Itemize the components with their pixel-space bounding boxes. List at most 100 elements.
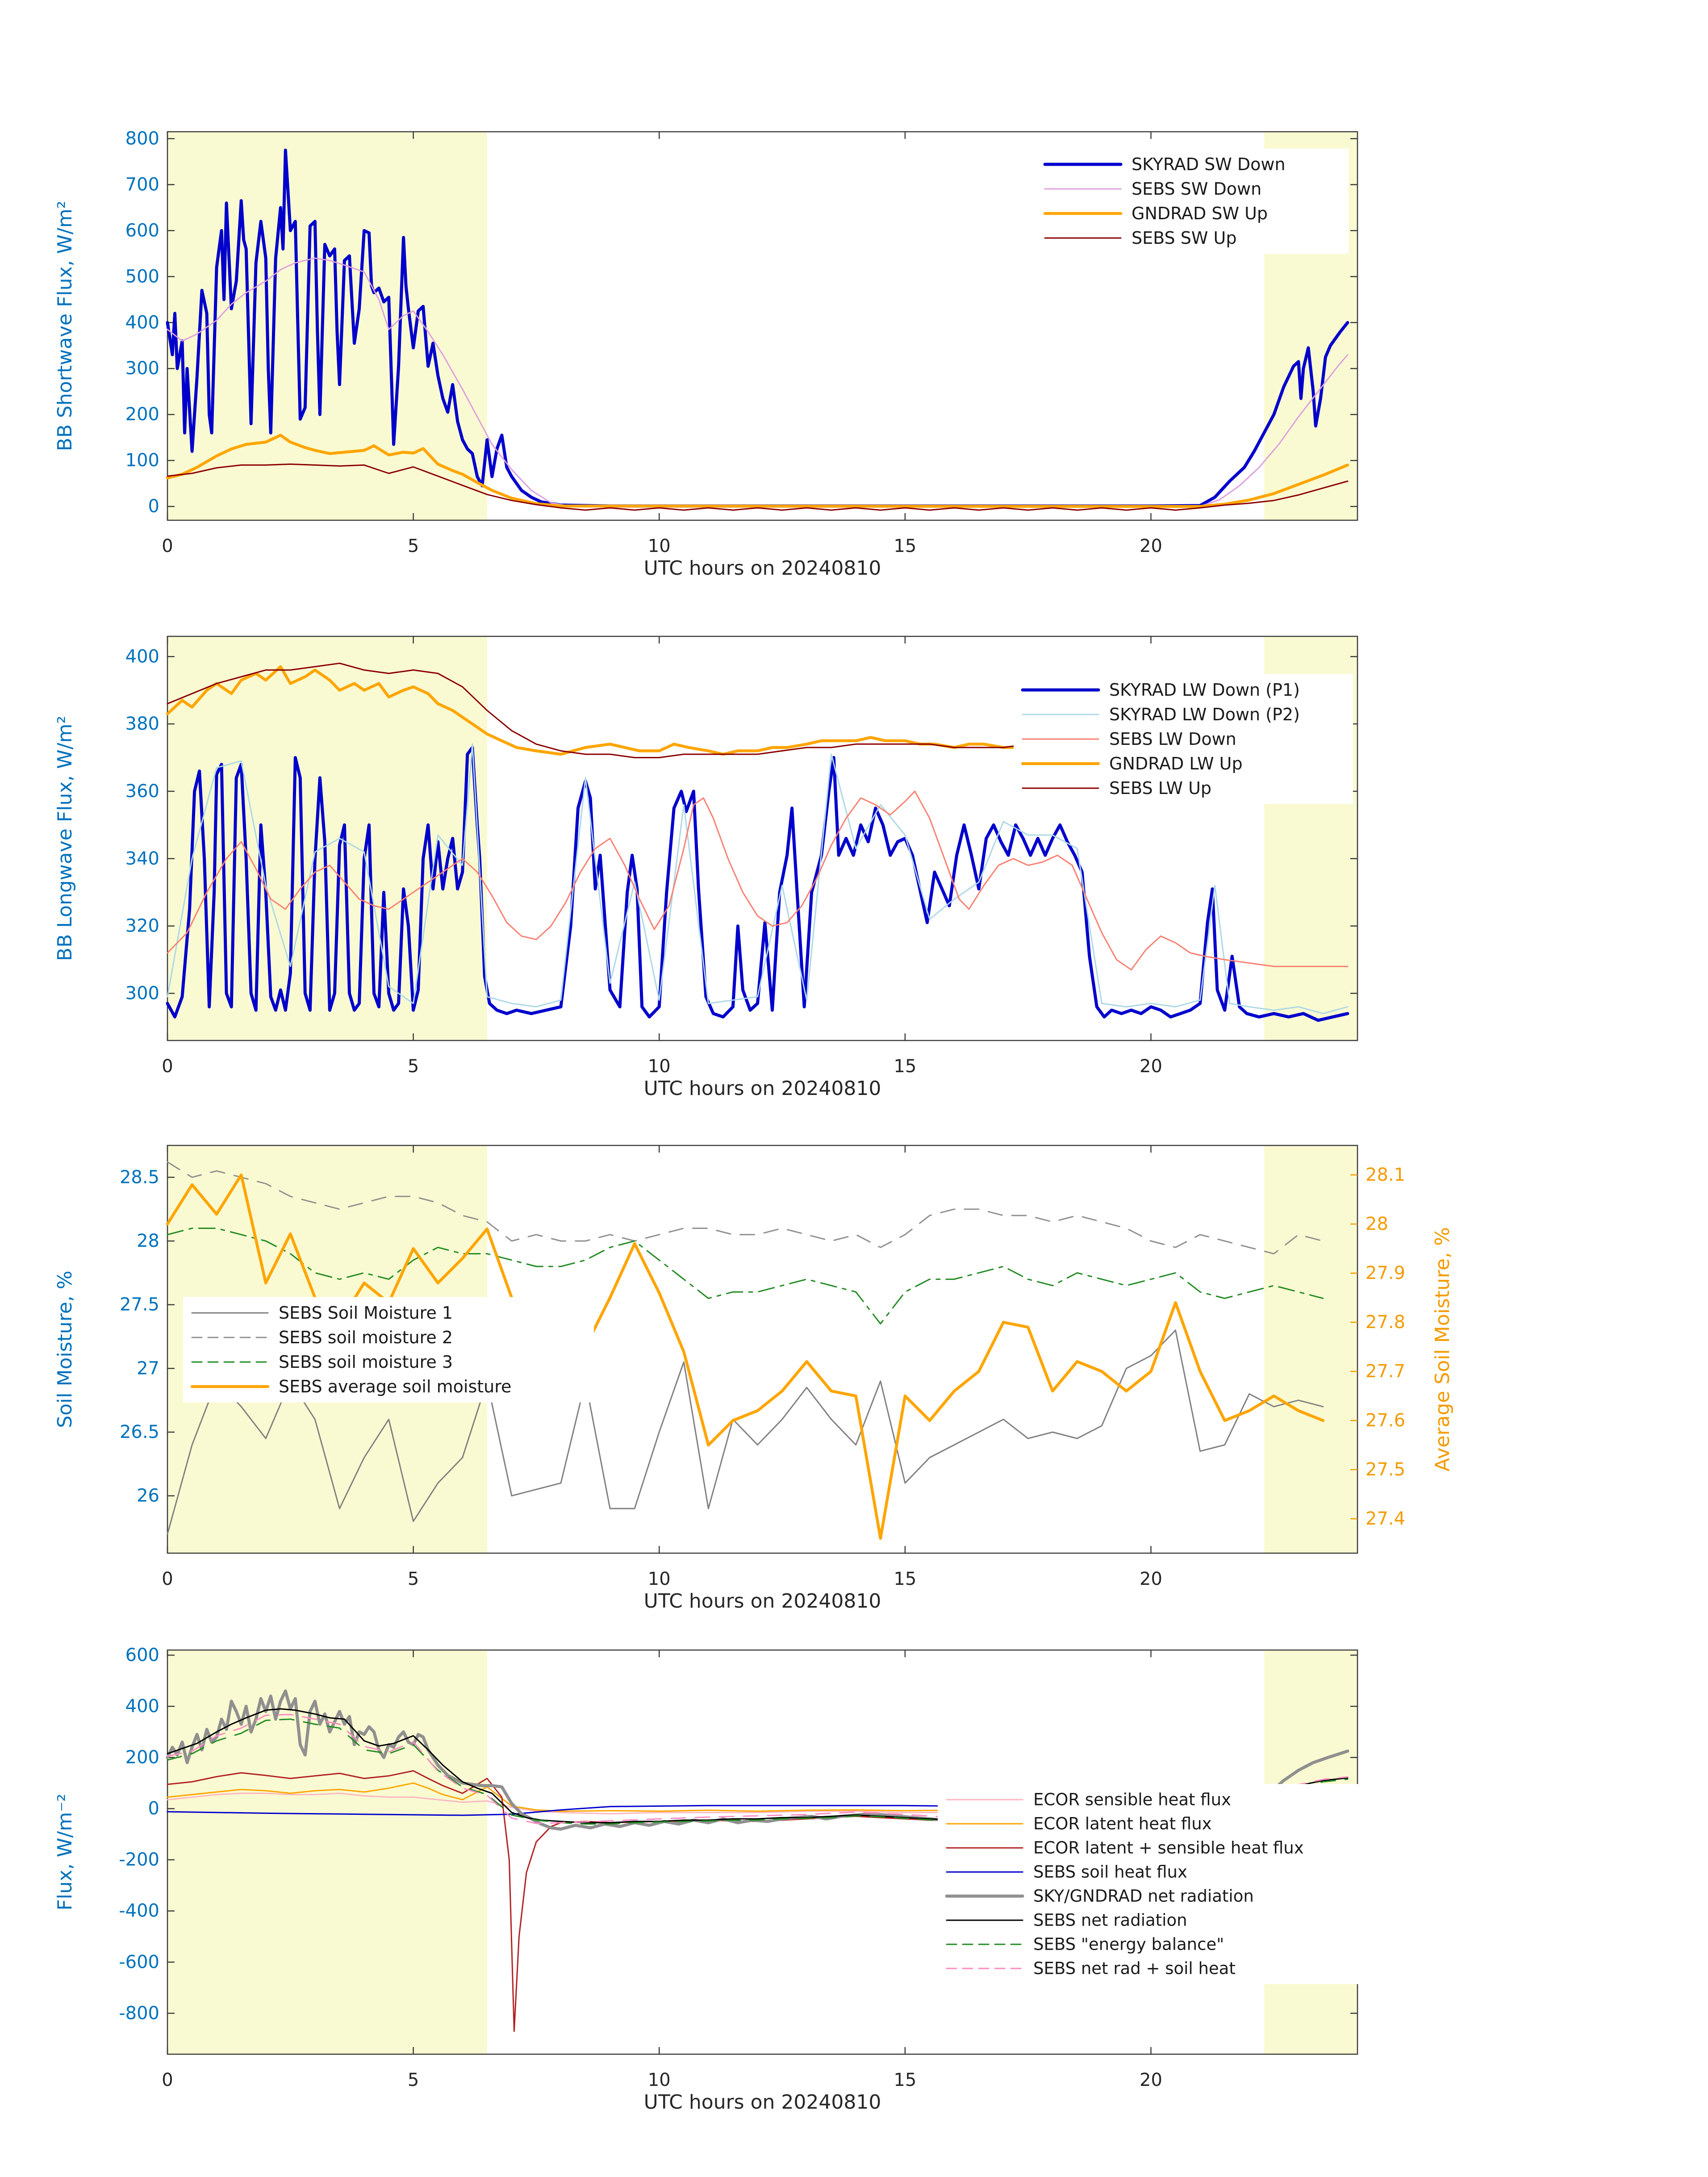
x-tick-label: 0	[162, 1569, 173, 1589]
legend-label-sebs-sw-up: SEBS SW Up	[1132, 228, 1236, 248]
y-tick-label: 700	[125, 174, 159, 195]
right-y-tick-label: 28	[1366, 1214, 1388, 1234]
x-tick-label: 5	[408, 2070, 419, 2090]
right-y-tick-label: 27.4	[1366, 1508, 1405, 1529]
right-y-tick-label: 27.8	[1366, 1312, 1405, 1333]
x-tick-label: 0	[162, 2070, 173, 2090]
plot-box	[167, 635, 1358, 1041]
series-sebs-average-soil-moisture	[166, 1173, 1325, 1540]
y-tick-label: 400	[125, 646, 159, 667]
x-tick-label: 5	[408, 1056, 419, 1077]
legend-label-sebs-energy-balance: SEBS "energy balance"	[1033, 1935, 1224, 1954]
series-sebs-soil-moisture-3	[167, 1228, 1324, 1325]
y-tick-label: 360	[125, 781, 159, 802]
legend-label-skyrad-lw-down-p2: SKYRAD LW Down (P2)	[1109, 705, 1300, 724]
y-tick-label: 26	[137, 1486, 159, 1506]
y-tick-label: 800	[125, 128, 159, 149]
daylight-band	[167, 1650, 487, 2054]
legend: ECOR sensible heat flux ECOR latent heat …	[938, 1784, 1398, 1984]
x-tick-label: 5	[408, 1569, 419, 1589]
y-tick-label: 100	[125, 450, 159, 471]
x-tick-label: 20	[1140, 536, 1162, 556]
y-tick-label: 28	[137, 1231, 159, 1251]
chart-bb-shortwave-flux: 0 100 200 300 400 500 600 700 800 0 5 10 15 20 UTC hou…	[54, 128, 1358, 580]
legend: SEBS Soil Moisture 1 SEBS soil moisture 2…	[183, 1297, 594, 1403]
x-tick-label: 20	[1140, 2070, 1162, 2090]
legend-label-gndrad-sw-up: GNDRAD SW Up	[1132, 204, 1268, 223]
y-tick-label: 400	[125, 312, 159, 333]
legend-label-ecor-latent-heat-flux: ECOR latent heat flux	[1033, 1814, 1212, 1834]
y-tick-label: 600	[125, 1645, 159, 1665]
y-tick-label: 400	[125, 1696, 159, 1717]
x-tick-label: 10	[648, 1056, 671, 1077]
x-tick-label: 10	[648, 2070, 671, 2090]
series-sebs-soil-moisture-2	[167, 1161, 1324, 1254]
series-skyrad-sw-down	[166, 148, 1349, 508]
x-axis-label: UTC hours on 20240810	[644, 557, 881, 580]
right-y-tick-label: 28.1	[1366, 1165, 1405, 1185]
x-tick-label: 0	[162, 536, 173, 556]
legend-label-skyrad-sw-down: SKYRAD SW Down	[1132, 155, 1286, 174]
legend-label-sky-gndrad-net-radiation: SKY/GNDRAD net radiation	[1033, 1887, 1254, 1906]
y-tick-label: 320	[125, 916, 159, 936]
legend-label-sebs-soil-moisture-1: SEBS Soil Moisture 1	[279, 1303, 453, 1323]
y-tick-label: 340	[125, 848, 159, 869]
series-sebs-sw-up	[167, 463, 1349, 511]
x-tick-label: 15	[894, 2070, 916, 2090]
right-y-tick-label: 27.7	[1366, 1361, 1405, 1382]
x-tick-label: 15	[894, 536, 916, 556]
y-tick-label: -600	[119, 1952, 159, 1972]
legend-label-sebs-net-rad-soil-heat: SEBS net rad + soil heat	[1033, 1959, 1236, 1978]
y-axis-label: Soil Moisture, %	[54, 1270, 76, 1428]
series-sebs-lw-down	[167, 790, 1349, 971]
series-sebs-sw-down	[167, 257, 1349, 507]
y-tick-label: 380	[125, 714, 159, 734]
y-tick-label: 200	[125, 404, 159, 425]
y-axis-label: BB Longwave Flux, W/m²	[54, 716, 76, 961]
chart-soil-moisture: 26 26.5 27 27.5 28 28.5 27.4 27.5 27.6 27.7 27.8 27…	[54, 1145, 1454, 1613]
chart-flux: -800 -600 -400 -200 0 200 400 600 0 5 10 15 20 UTC ho…	[54, 1645, 1398, 2114]
x-tick-label: 20	[1140, 1569, 1162, 1589]
legend-background	[938, 1784, 1398, 1984]
legend-label-sebs-soil-moisture-3: SEBS soil moisture 3	[279, 1352, 453, 1372]
x-tick-label: 10	[648, 536, 671, 556]
legend: SKYRAD SW Down SEBS SW Down GNDRAD SW Up SE…	[1036, 148, 1349, 254]
right-y-tick-label: 27.9	[1366, 1263, 1405, 1283]
legend-label-sebs-soil-moisture-2: SEBS soil moisture 2	[279, 1328, 453, 1347]
y-tick-label: 300	[125, 358, 159, 379]
y-tick-label: 28.5	[120, 1167, 159, 1187]
y-tick-label: 0	[148, 1798, 159, 1819]
y-tick-label: 500	[125, 266, 159, 287]
right-y-tick-label: 27.5	[1366, 1459, 1405, 1480]
y-tick-label: 0	[148, 496, 159, 517]
x-axis-label: UTC hours on 20240810	[644, 1590, 881, 1613]
x-tick-label: 15	[894, 1569, 916, 1589]
legend-label-sebs-lw-up: SEBS LW Up	[1109, 778, 1211, 798]
y-tick-label: 27.5	[120, 1295, 159, 1315]
right-y-axis-label: Average Soil Moisture, %	[1431, 1227, 1454, 1471]
y-tick-label: 200	[125, 1747, 159, 1768]
legend-background	[183, 1297, 594, 1403]
y-axis-label: Flux, W/m⁻²	[54, 1794, 76, 1911]
y-tick-label: -200	[119, 1850, 159, 1870]
x-axis-label: UTC hours on 20240810	[644, 1077, 881, 1100]
legend: SKYRAD LW Down (P1) SKYRAD LW Down (P2) SE…	[1014, 674, 1353, 804]
right-y-tick-label: 27.6	[1366, 1410, 1405, 1431]
legend-label-skyrad-lw-down-p1: SKYRAD LW Down (P1)	[1109, 680, 1300, 700]
y-tick-label: 27	[137, 1358, 159, 1379]
legend-label-sebs-sw-down: SEBS SW Down	[1132, 179, 1261, 199]
legend-label-sebs-average-soil-moisture: SEBS average soil moisture	[279, 1377, 511, 1396]
legend-label-ecor-latent-sensible-heat-flux: ECOR latent + sensible heat flux	[1033, 1839, 1304, 1858]
y-tick-label: 600	[125, 220, 159, 241]
y-tick-label: 26.5	[120, 1422, 159, 1442]
x-tick-label: 5	[408, 536, 419, 556]
series-sebs-soil-moisture-1	[167, 1329, 1324, 1535]
y-axis-label: BB Shortwave Flux, W/m²	[54, 201, 76, 451]
legend-background	[1036, 148, 1349, 254]
x-tick-label: 20	[1140, 1056, 1162, 1077]
legend-label-sebs-net-radiation: SEBS net radiation	[1033, 1911, 1187, 1930]
series-gndrad-sw-up	[166, 434, 1349, 508]
legend-label-ecor-sensible-heat-flux: ECOR sensible heat flux	[1033, 1790, 1231, 1809]
